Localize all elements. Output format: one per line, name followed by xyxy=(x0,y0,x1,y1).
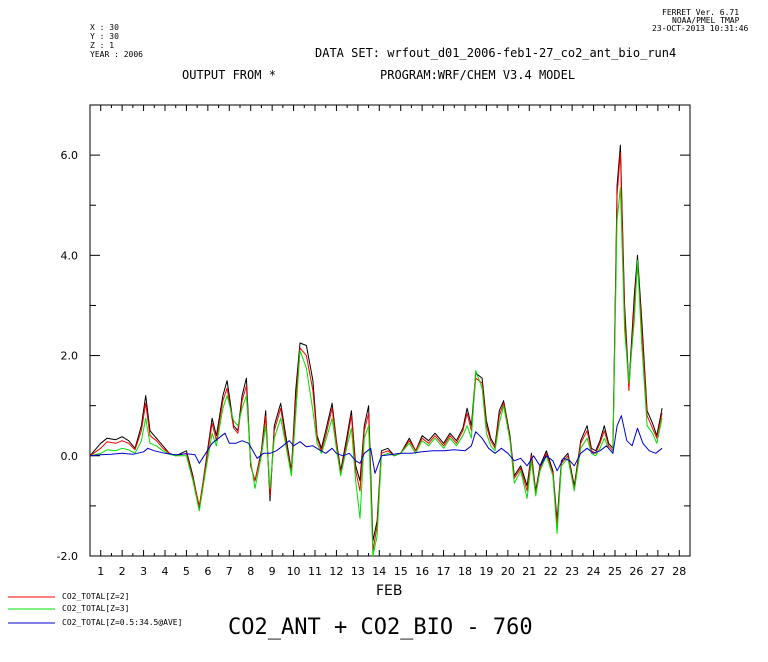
x-tick-label: 4 xyxy=(162,565,169,578)
output-label: OUTPUT FROM * xyxy=(182,68,276,82)
x-tick-label: 23 xyxy=(565,565,579,578)
y-axis: -2.0 0.0 2.0 4.0 6.0 xyxy=(57,104,690,563)
x-axis: 1 2 3 4 5 6 7 8 9 10 11 12 13 14 15 16 17 18 19 20 21 22 23 24 2… xyxy=(89,105,691,578)
x-tick-label: 24 xyxy=(587,565,601,578)
x-tick-label: 9 xyxy=(269,565,276,578)
legend-label-red: CO2_TOTAL[Z=2] xyxy=(62,592,130,601)
x-tick-label: 21 xyxy=(522,565,536,578)
x-tick-label: 3 xyxy=(140,565,147,578)
x-tick-label: 27 xyxy=(651,565,665,578)
coord-x: X : 30 xyxy=(90,23,119,32)
ferret-version: FERRET Ver. 6.71 xyxy=(662,8,740,17)
x-tick-label: 8 xyxy=(247,565,254,578)
x-tick-label: 11 xyxy=(308,565,322,578)
x-tick-label: 15 xyxy=(394,565,408,578)
x-tick-label: 6 xyxy=(204,565,211,578)
y-tick-label: 0.0 xyxy=(61,450,79,463)
plot-frame xyxy=(89,104,691,557)
coord-year: YEAR : 2006 xyxy=(90,50,143,59)
y-tick-label: 6.0 xyxy=(61,149,79,162)
ferret-timestamp: 23-OCT-2013 10:31:46 xyxy=(652,24,749,33)
y-tick-label: 2.0 xyxy=(61,350,79,363)
x-tick-label: 7 xyxy=(226,565,233,578)
x-tick-label: 1 xyxy=(97,565,104,578)
program-label: PROGRAM:WRF/CHEM V3.4 MODEL xyxy=(380,68,576,82)
x-tick-label: 19 xyxy=(479,565,493,578)
y-tick-label: -2.0 xyxy=(57,550,78,563)
x-tick-label: 14 xyxy=(372,565,386,578)
x-tick-label: 17 xyxy=(437,565,451,578)
coord-z: Z : 1 xyxy=(90,41,115,50)
x-tick-label: 25 xyxy=(608,565,622,578)
y-tick-label: 4.0 xyxy=(61,249,79,262)
x-tick-label: 20 xyxy=(501,565,515,578)
x-tick-label: 18 xyxy=(458,565,472,578)
x-tick-label: 22 xyxy=(544,565,558,578)
coord-y: Y : 30 xyxy=(90,32,119,41)
dataset-label: DATA SET: wrfout_d01_2006-feb1-27_co2_an… xyxy=(315,46,677,60)
x-tick-label: 2 xyxy=(119,565,126,578)
series-group xyxy=(89,144,663,557)
legend-label-blue: CO2_TOTAL[Z=0.5:34.5@AVE] xyxy=(62,618,183,627)
series-line-0 xyxy=(89,144,663,542)
chart-title: CO2_ANT + CO2_BIO - 760 xyxy=(228,615,533,640)
x-tick-label: 28 xyxy=(672,565,686,578)
x-tick-label: 12 xyxy=(329,565,343,578)
x-tick-label: 26 xyxy=(629,565,643,578)
x-axis-label: FEB xyxy=(376,583,403,599)
series-line-2 xyxy=(89,187,663,557)
legend-label-green: CO2_TOTAL[Z=3] xyxy=(62,604,130,613)
x-tick-label: 13 xyxy=(351,565,365,578)
x-tick-label: 16 xyxy=(415,565,429,578)
x-tick-label: 5 xyxy=(183,565,190,578)
ferret-org: NOAA/PMEL TMAP xyxy=(672,16,740,25)
series-line-1 xyxy=(89,152,663,552)
x-tick-label: 10 xyxy=(287,565,301,578)
series-line-3 xyxy=(89,415,663,474)
